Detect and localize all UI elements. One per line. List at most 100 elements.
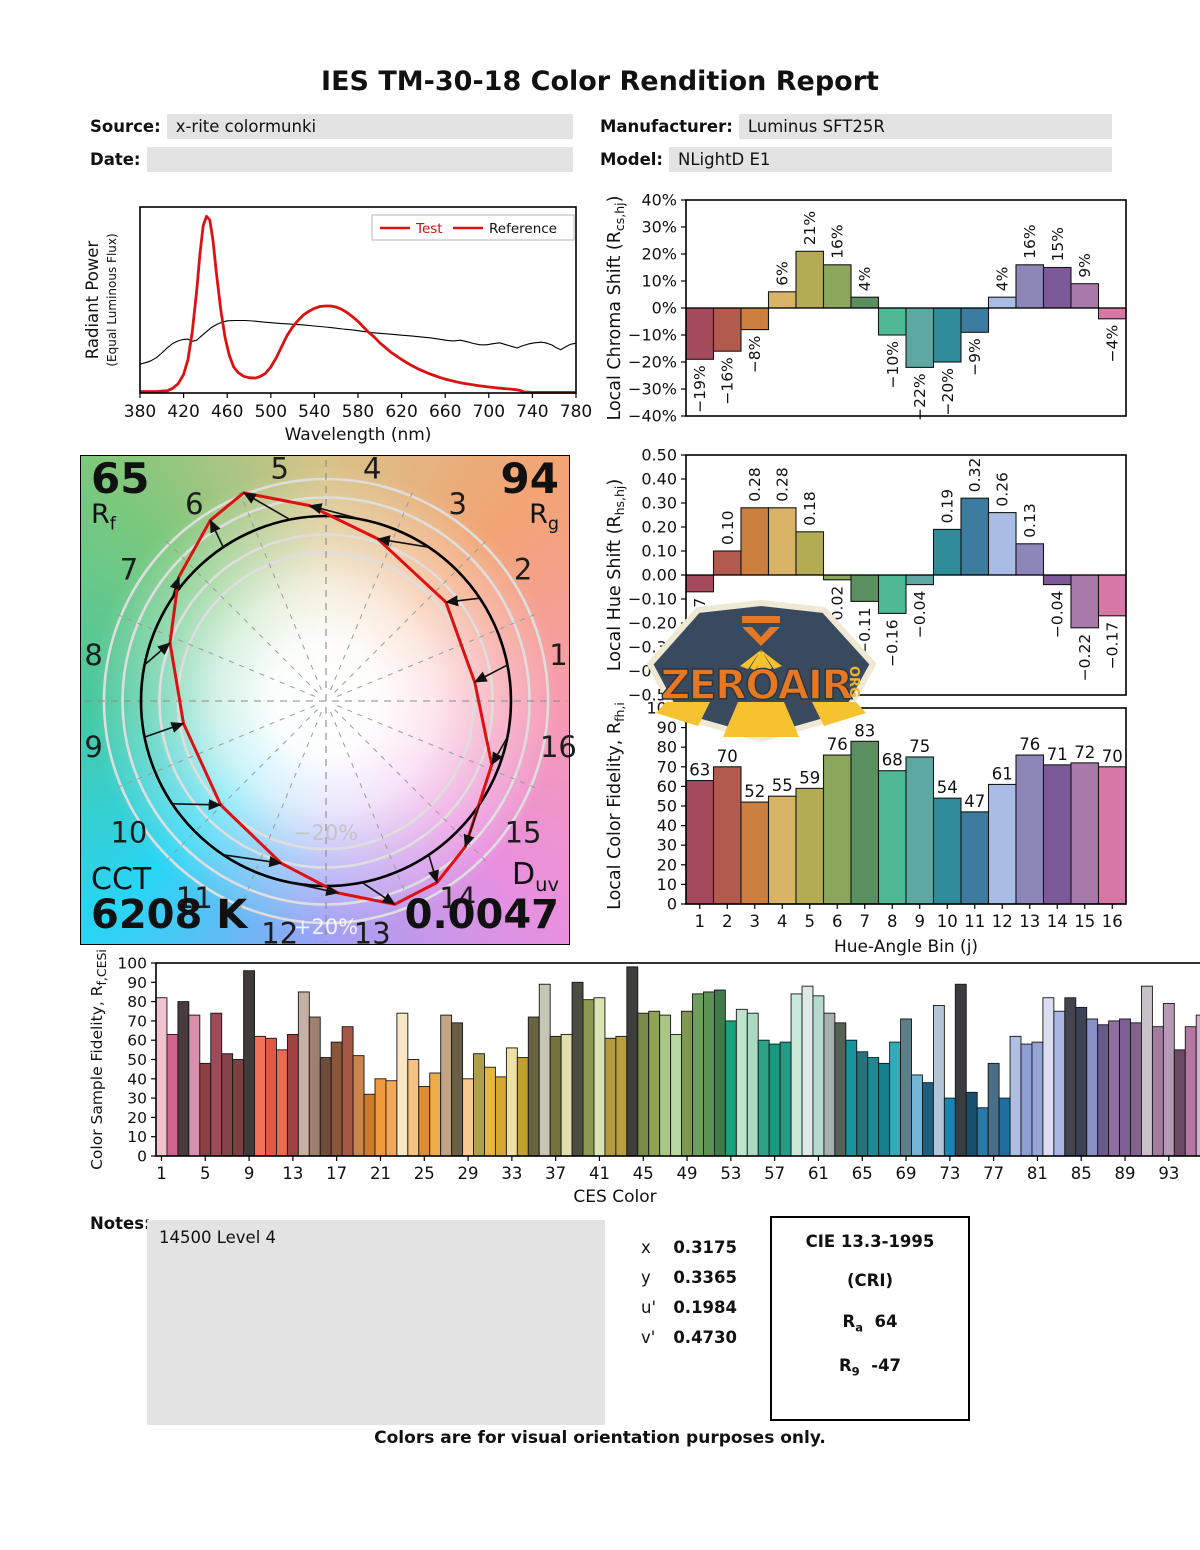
bar [418,1086,431,1157]
bar [987,1062,1000,1157]
svg-text:10%: 10% [641,272,677,291]
svg-text:−0.10: −0.10 [628,590,677,609]
svg-text:Hue-Angle Bin (j): Hue-Angle Bin (j) [834,937,978,957]
zeroair-watermark-logo: ZEROAIR ORG [644,596,880,748]
bar [1195,1014,1200,1157]
shift-arrow [243,492,291,521]
svg-text:76: 76 [827,735,848,754]
svg-text:37: 37 [545,1164,566,1183]
ring-label-inner: −20% [294,821,358,845]
notes-input[interactable]: 14500 Level 4 [147,1220,605,1425]
svg-text:63: 63 [689,761,710,780]
bar [867,1057,880,1157]
svg-text:83: 83 [854,721,875,740]
bar [768,1043,781,1157]
svg-text:420: 420 [167,402,199,422]
bar [822,264,852,309]
svg-text:100: 100 [117,955,147,973]
bar [1009,1035,1022,1157]
bar [560,1033,573,1157]
bar [943,1097,956,1157]
cri-r9-row: R9 -47 [838,1356,902,1379]
svg-text:33: 33 [501,1164,522,1183]
svg-text:76: 76 [1019,735,1040,754]
shift-arrow [169,576,181,599]
model-field: Model: NLightD E1 [600,147,1112,172]
svg-text:−20%: −20% [628,353,677,372]
svg-text:20%: 20% [641,245,677,264]
bar [505,1047,518,1157]
bar [473,1053,485,1157]
svg-text:0.32: 0.32 [966,458,984,493]
svg-text:0.18: 0.18 [801,491,819,526]
bar [987,512,1017,576]
bar [834,1022,847,1157]
svg-text:54: 54 [937,778,958,797]
date-label: Date: [90,150,141,169]
bar [932,797,962,905]
svg-text:10: 10 [127,1128,147,1146]
local-color-fidelity-chart: 6370525559768368755447617671727010090807… [596,698,1160,957]
logo-rays-icon [740,650,782,672]
svg-text:14: 14 [1047,912,1068,931]
svg-text:65: 65 [852,1164,873,1183]
manufacturer-input[interactable]: Luminus SFT25R [738,114,1112,139]
color-vector-overlay: 1 2 3 4 5 6 7 8 9 10 11 12 13 14 15 16 −20% +20% [81,452,577,951]
bar [615,1035,628,1157]
bar [1031,1041,1044,1157]
bar [1097,1024,1110,1157]
bar [286,1033,299,1157]
svg-text:41: 41 [589,1164,610,1183]
rg-score: 94 Rg [501,457,559,535]
svg-text:0.28: 0.28 [774,467,792,502]
bar [740,507,770,576]
svg-text:55: 55 [772,776,793,795]
svg-text:460: 460 [211,402,243,422]
bar [911,1074,923,1157]
bar [1042,266,1072,309]
cri-summary-box: CIE 13.3-1995 (CRI) Ra 64 R9 -47 [770,1216,970,1421]
shift-arrow [361,881,396,905]
bar [1141,985,1153,1157]
svg-text:20: 20 [657,855,677,874]
bin-label: 2 [514,552,532,586]
local-chroma-shift-chart: −19% −16% −8% 6% 21% 16% 4% −10% −22% −20% −9% 4% 16… [596,190,1160,452]
bin-label: 13 [354,916,391,950]
svg-text:−0.16: −0.16 [884,619,902,667]
bar [516,1057,529,1157]
bar [396,1012,409,1157]
bar [960,811,990,905]
svg-text:380: 380 [124,402,156,422]
bar [685,779,715,905]
bar [593,997,606,1157]
cct-value: 6208 K [91,892,248,939]
source-input[interactable]: x-rite colormunki [166,114,573,139]
spd-svg: Test Reference 380 420 460 500 540 580 620 660 700… [83,206,592,445]
svg-text:−4%: −4% [1104,325,1122,363]
spd-series-test [140,214,576,394]
bar [494,1076,507,1157]
date-input[interactable] [146,147,573,172]
svg-text:81: 81 [1027,1164,1048,1183]
svg-text:−10%: −10% [628,326,677,345]
bar [1075,1006,1088,1157]
bar [685,574,715,593]
cct-readout: CCT 6208 K [91,864,248,939]
bin-label: 1 [549,638,567,672]
bar [735,1008,748,1157]
model-input[interactable]: NLightD E1 [669,147,1112,172]
bar [905,574,935,586]
bar [922,1082,934,1157]
rg-label: Rg [529,498,559,535]
footer-disclaimer: Colors are for visual orientation purpos… [374,1428,826,1448]
svg-text:15%: 15% [1049,227,1067,261]
svg-text:4%: 4% [994,267,1012,292]
bar [757,1039,770,1157]
svg-text:1: 1 [695,912,706,931]
bin-label: 11 [176,881,213,915]
cri-ra-row: Ra 64 [842,1312,898,1335]
bar [407,1059,420,1157]
bar [1020,1043,1033,1157]
